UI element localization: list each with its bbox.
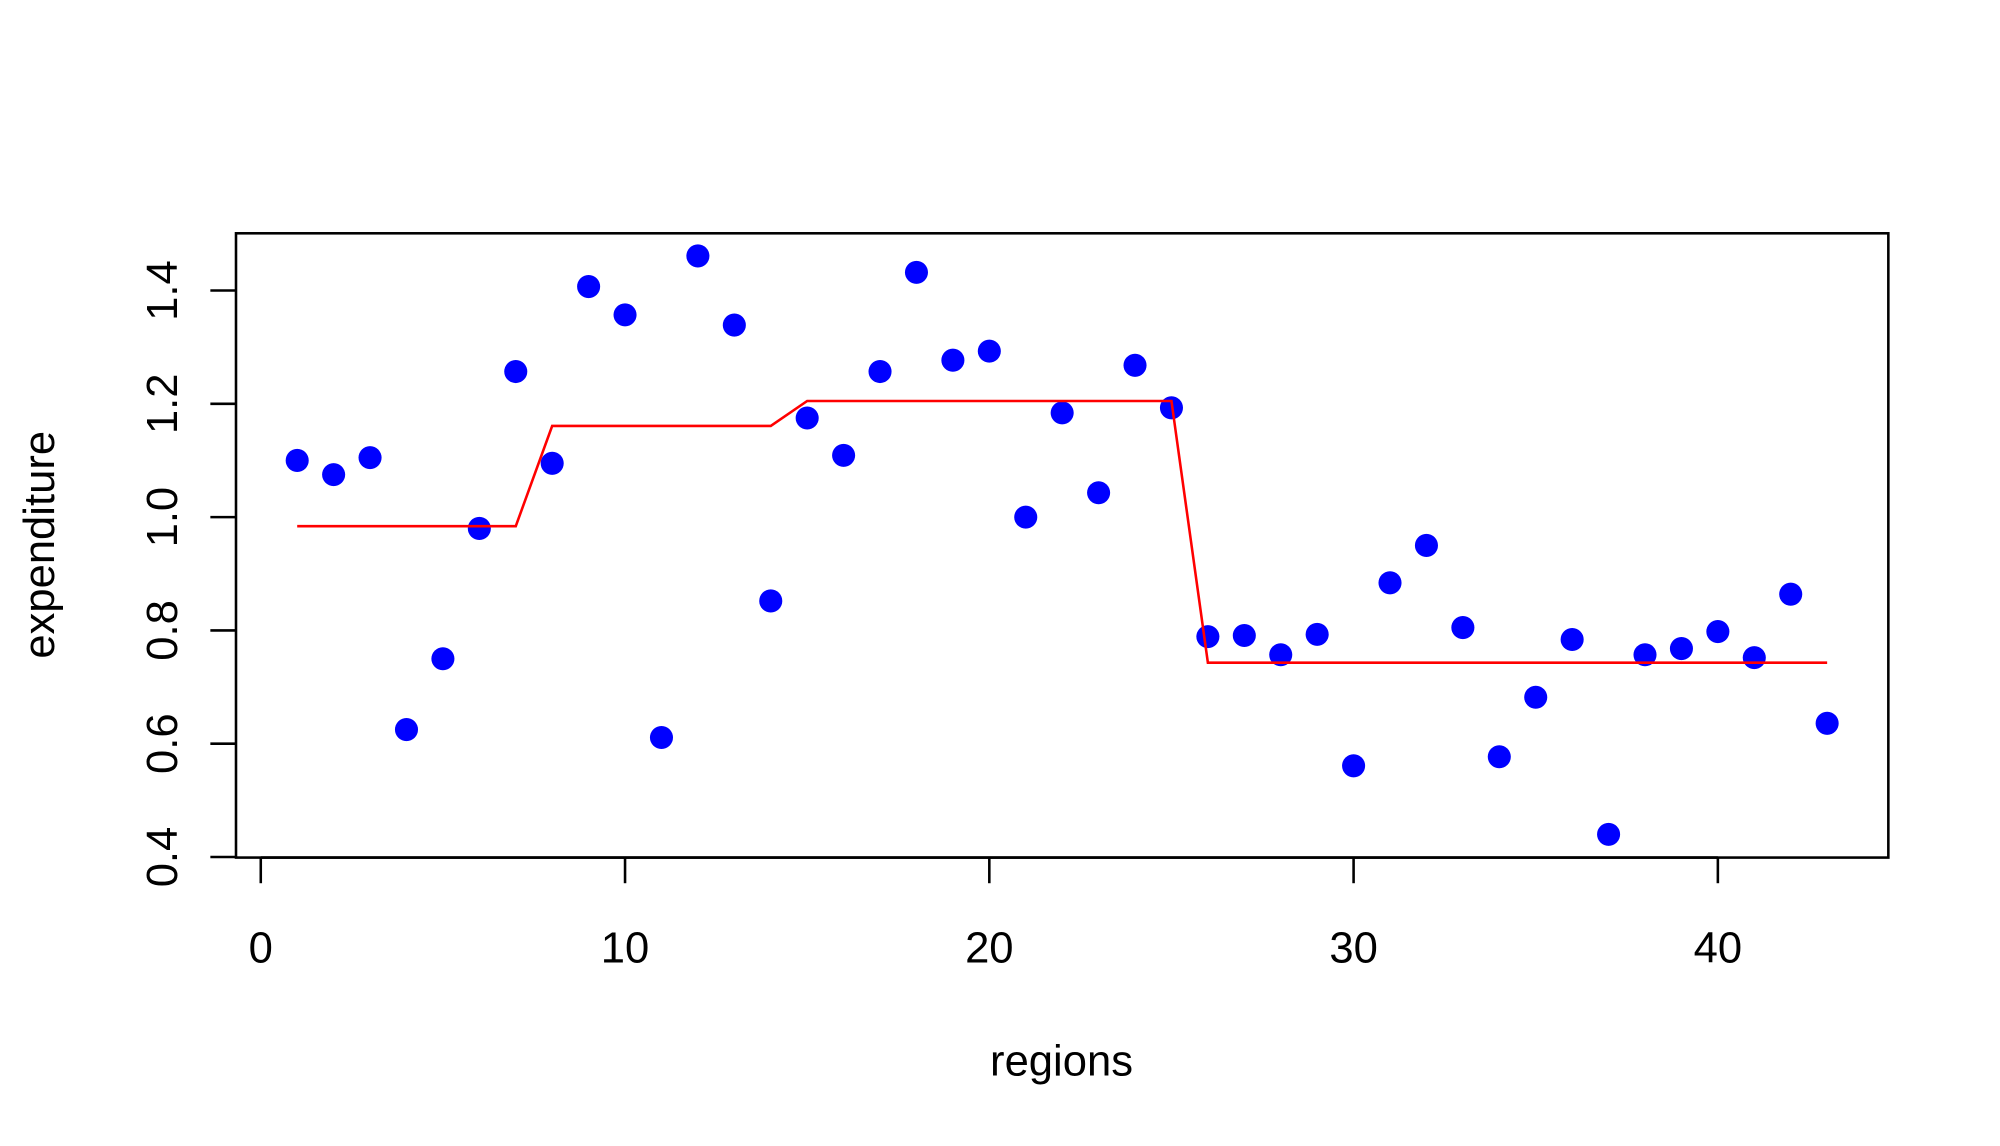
data-point	[1706, 620, 1730, 644]
data-point	[1014, 505, 1038, 529]
data-point	[1524, 685, 1548, 709]
data-point	[722, 313, 746, 337]
data-point	[1232, 623, 1256, 648]
y-tick-label: 0.8	[139, 600, 187, 661]
data-point	[759, 589, 783, 613]
data-point	[613, 303, 637, 327]
data-point	[322, 463, 346, 487]
data-point	[1342, 754, 1366, 778]
x-tick-label: 30	[1329, 925, 1377, 973]
data-point	[285, 448, 309, 473]
y-tick-label: 1.4	[139, 260, 187, 321]
y-tick-label: 1.2	[139, 374, 187, 435]
data-point	[1597, 822, 1621, 846]
x-tick-label: 40	[1694, 925, 1742, 973]
data-point	[868, 359, 892, 384]
data-point	[1378, 571, 1402, 595]
data-point	[1669, 637, 1693, 661]
fit-line	[297, 399, 1828, 664]
data-point	[1487, 745, 1511, 769]
data-point	[1779, 582, 1803, 606]
data-point	[686, 244, 710, 268]
data-point	[832, 443, 856, 467]
data-point	[394, 718, 419, 742]
data-point	[1560, 627, 1584, 652]
x-axis-label: regions	[990, 1037, 1133, 1085]
data-point	[577, 275, 601, 299]
y-tick-label: 1.0	[139, 487, 187, 548]
data-point	[540, 451, 564, 475]
data-point	[1451, 616, 1475, 640]
data-point	[1196, 625, 1220, 649]
data-point	[358, 446, 382, 470]
y-tick-label: 0.6	[139, 713, 187, 774]
data-point	[431, 647, 455, 671]
data-point	[649, 725, 674, 750]
data-point	[795, 406, 819, 430]
data-point	[504, 359, 528, 384]
data-point	[1050, 401, 1074, 425]
plot-frame	[234, 232, 1890, 859]
y-tick-label: 0.4	[139, 827, 187, 888]
data-point	[1123, 353, 1147, 377]
data-point	[941, 348, 965, 372]
data-point	[1087, 481, 1111, 505]
x-tick-label: 20	[965, 925, 1013, 973]
data-point	[904, 260, 928, 284]
data-point	[1305, 622, 1329, 646]
x-tick-label: 0	[249, 925, 273, 973]
data-point	[1269, 643, 1293, 667]
data-point	[467, 516, 491, 540]
data-point	[977, 339, 1001, 363]
data-point	[1633, 643, 1657, 667]
data-point	[1815, 711, 1839, 735]
x-tick-label: 10	[601, 925, 649, 973]
data-point	[1414, 533, 1438, 557]
data-point	[1742, 646, 1766, 670]
y-axis-label: expenditure	[16, 431, 64, 659]
